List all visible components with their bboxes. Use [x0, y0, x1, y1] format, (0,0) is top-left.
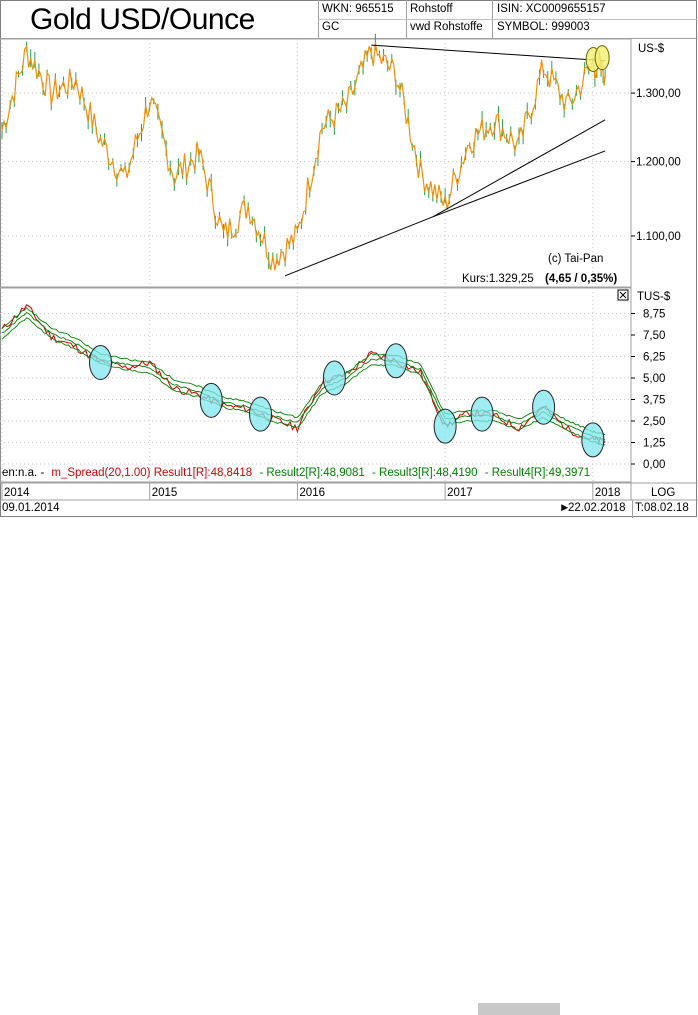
trendline: [432, 119, 606, 218]
legend-item-result2: - Result2[R]:48,9081: [259, 467, 364, 479]
log-scale-toggle[interactable]: LOG: [651, 487, 675, 499]
main-y-tick-label: 1.300,00: [636, 88, 681, 100]
trendline: [371, 44, 606, 62]
copyright-label: (c) Tai-Pan: [548, 253, 603, 265]
wkn-label: WKN: 965515: [322, 3, 394, 15]
main-y-unit: US-$: [638, 43, 665, 55]
indicator-highlight-circle: [433, 408, 457, 444]
code-label: GC: [322, 21, 340, 33]
status-bar: 09.01.2014 ► 22.02.2018 T:08.02.18: [0, 500, 698, 1015]
indicator-highlight-circle: [384, 343, 408, 379]
kurs-label: Kurs:1.329,25: [462, 273, 534, 285]
trendline: [284, 216, 434, 277]
indicator-y-tick-label: 8,75: [643, 309, 665, 321]
indicator-highlight-circle: [322, 360, 346, 396]
source-label: vwd Rohstoffe: [410, 21, 483, 33]
trendline: [432, 150, 606, 218]
time-axis-year-label: 2016: [299, 487, 325, 499]
main-y-tick-label: 1.200,00: [636, 157, 681, 169]
indicator-y-tick-label: 5,00: [643, 373, 665, 385]
start-date: 09.01.2014: [2, 502, 60, 514]
close-icon[interactable]: [617, 289, 629, 301]
legend-item-result4: - Result4[R]:49,3971: [485, 467, 590, 479]
indicator-highlight-circle: [532, 389, 556, 425]
indicator-legend: en:n.a. - m_Spread(20,1.00) Result1[R]:4…: [2, 467, 590, 479]
indicator-highlight-circle: [199, 382, 223, 418]
symbol-label: SYMBOL: 999003: [497, 21, 590, 33]
indicator-y-tick-label: 2,50: [643, 416, 665, 428]
indicator-highlight-circle: [248, 396, 272, 432]
indicator-y-tick-label: 6,25: [643, 352, 665, 364]
indicator-y-tick-label: 7,50: [643, 330, 665, 342]
timeline-scrollbar[interactable]: [478, 1003, 560, 1015]
price-highlight-marker: [594, 45, 610, 71]
indicator-highlight-circle: [88, 345, 112, 381]
indicator-highlight-circle: [470, 396, 494, 432]
current-date: T:08.02.18: [635, 502, 689, 514]
scroll-right-arrow[interactable]: ►: [559, 502, 571, 514]
indicator-series-line: [1, 317, 606, 446]
indicator-y-tick-label: 3,75: [643, 395, 665, 407]
category-label: Rohstoff: [410, 3, 453, 15]
legend-item-result1: m_Spread(20,1.00) Result1[R]:48,8418: [51, 467, 252, 479]
indicator-highlight-circle: [581, 422, 605, 458]
main-y-tick-label: 1.100,00: [636, 231, 681, 243]
time-axis-year-label: 2014: [4, 487, 30, 499]
kurs-change: (4,65 / 0,35%): [545, 273, 617, 285]
indicator-y-unit: TUS-$: [637, 291, 671, 303]
time-axis-year-label: 2015: [152, 487, 178, 499]
price-line: [1, 41, 606, 271]
legend-item-result3: - Result3[R]:48,4190: [372, 467, 477, 479]
main-panel-border: [0, 38, 632, 288]
time-axis-year-label: 2018: [595, 487, 621, 499]
end-date: 22.02.2018: [568, 502, 626, 514]
isin-label: ISIN: XC0009655157: [497, 3, 606, 15]
page-title: Gold USD/Ounce: [30, 3, 255, 36]
indicator-y-tick-label: 0,00: [643, 459, 665, 471]
gold-chart[interactable]: 1.100,00 1.200,00 1.300,00 2014 2015 2016 2017…: [0, 0, 698, 518]
header-divider: [318, 19, 698, 20]
indicator-y-tick-label: 1,25: [643, 438, 665, 450]
legend-prefix: en:n.a. -: [2, 467, 44, 479]
status-divider: [632, 500, 633, 518]
time-axis-year-label: 2017: [447, 487, 473, 499]
indicator-panel-border: [0, 287, 632, 483]
